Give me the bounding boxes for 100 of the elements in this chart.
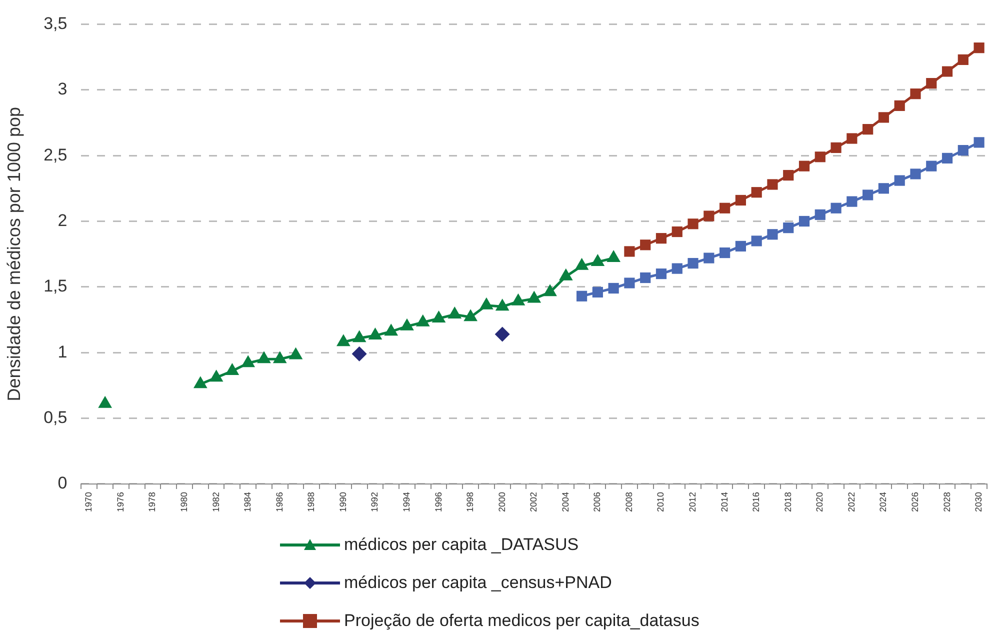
point [910,88,921,100]
point [894,100,905,111]
point [241,355,256,368]
point [942,152,953,164]
legend-label: médicos per capita _census+PNAD [344,573,612,593]
point [608,282,619,294]
point [400,318,414,330]
point [574,258,589,270]
point [416,314,430,326]
point [862,190,874,200]
point [656,233,667,244]
point [814,152,826,162]
x-tick-label: 1978 [147,492,158,512]
point [751,187,762,198]
x-tick-label: 1982 [210,492,221,512]
point [767,179,778,190]
point [432,310,446,322]
x-tick-label: 2024 [878,492,888,512]
point [480,297,494,310]
y-tick-label: 2 [58,210,68,230]
x-tick-label: 2028 [942,492,952,512]
point [352,346,367,362]
point [624,246,635,257]
point [558,268,573,280]
x-tick-label: 1984 [242,492,253,512]
x-tick-label: 2006 [592,492,602,512]
point [527,290,542,303]
point [720,202,730,214]
y-tick-label: 2,5 [44,145,68,164]
point [640,272,651,284]
x-tick-label: 1986 [274,492,284,512]
x-tick-label: 1976 [115,492,126,512]
point [494,326,510,342]
point [958,145,968,156]
point [656,268,667,280]
point [592,286,603,298]
x-tick-label: 2018 [782,492,793,512]
y-tick-label: 0,5 [44,408,68,427]
point [783,170,794,181]
x-tick-label: 2022 [846,492,856,512]
point [704,252,714,264]
point [225,363,240,376]
x-tick-label: 2026 [910,492,920,512]
x-tick-label: 2030 [974,492,984,512]
point [846,133,858,144]
point [926,78,937,89]
point [368,328,382,340]
point [846,196,858,207]
point [288,347,303,360]
x-tick-label: 1996 [433,492,444,512]
point [735,240,746,252]
point [688,258,698,269]
point [830,202,842,214]
point [878,112,890,123]
point [688,218,698,230]
point [735,194,746,206]
point [974,137,984,148]
legend-label: Projeção de oferta medicos per capita_datasus [344,611,700,631]
y-tick-label: 0 [58,474,68,493]
y-tick-label: 3,5 [44,14,68,33]
point [814,209,826,220]
x-tick-label: 2004 [560,492,570,512]
point [704,210,714,222]
point [672,226,682,238]
point [640,240,651,250]
point [830,142,842,153]
point [464,309,478,322]
point [672,263,682,274]
x-tick-label: 2010 [656,492,666,512]
point [543,284,557,296]
x-tick-label: 1990 [338,492,348,512]
x-tick-label: 2020 [814,492,825,512]
point [448,306,462,319]
point [767,229,778,240]
point [862,124,874,135]
point [798,216,810,227]
point [209,370,224,382]
point [495,298,510,311]
point [720,247,730,258]
y-axis-title: Densidade de médicos por 1000 pop [4,106,24,402]
x-tick-label: 2016 [751,492,762,512]
point [336,334,350,346]
point [606,250,620,262]
x-tick-label: 2008 [624,492,634,512]
point [910,168,921,180]
point [576,290,588,302]
point [926,160,937,172]
point [751,236,762,246]
point [783,222,794,234]
point [624,278,635,288]
x-tick-label: 1988 [306,492,316,512]
point [272,351,287,364]
point [98,396,112,408]
point [590,254,605,266]
legend-label: médicos per capita _DATASUS [344,535,579,555]
point [511,293,526,306]
y-tick-label: 3 [58,80,68,99]
point [193,376,208,388]
point [958,54,968,65]
y-tick-label: 1 [58,342,68,362]
